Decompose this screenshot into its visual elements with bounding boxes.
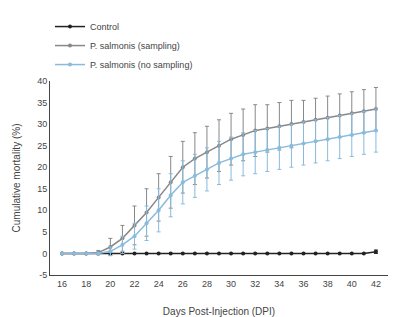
svg-text:18: 18: [81, 279, 91, 289]
svg-text:38: 38: [323, 279, 333, 289]
svg-text:40: 40: [37, 76, 47, 86]
svg-text:Control: Control: [90, 22, 119, 32]
svg-text:42: 42: [371, 279, 381, 289]
svg-text:-5: -5: [39, 270, 47, 280]
svg-text:P. salmonis (no sampling): P. salmonis (no sampling): [90, 60, 192, 70]
svg-text:32: 32: [250, 279, 260, 289]
svg-text:36: 36: [298, 279, 308, 289]
svg-text:15: 15: [37, 184, 47, 194]
svg-text:30: 30: [226, 279, 236, 289]
svg-text:16: 16: [57, 279, 67, 289]
svg-text:Cumulative mortality (%): Cumulative mortality (%): [11, 124, 22, 233]
svg-text:20: 20: [37, 162, 47, 172]
svg-text:28: 28: [202, 279, 212, 289]
svg-text:P. salmonis (sampling): P. salmonis (sampling): [90, 41, 180, 51]
svg-text:35: 35: [37, 98, 47, 108]
svg-text:25: 25: [37, 141, 47, 151]
svg-text:22: 22: [129, 279, 139, 289]
svg-text:20: 20: [105, 279, 115, 289]
svg-text:30: 30: [37, 119, 47, 129]
svg-text:Days Post-Injection (DPI): Days Post-Injection (DPI): [163, 306, 275, 317]
svg-text:5: 5: [42, 227, 47, 237]
svg-text:40: 40: [347, 279, 357, 289]
svg-text:24: 24: [154, 279, 164, 289]
svg-text:34: 34: [274, 279, 284, 289]
svg-text:26: 26: [178, 279, 188, 289]
svg-text:10: 10: [37, 205, 47, 215]
svg-text:0: 0: [42, 249, 47, 259]
